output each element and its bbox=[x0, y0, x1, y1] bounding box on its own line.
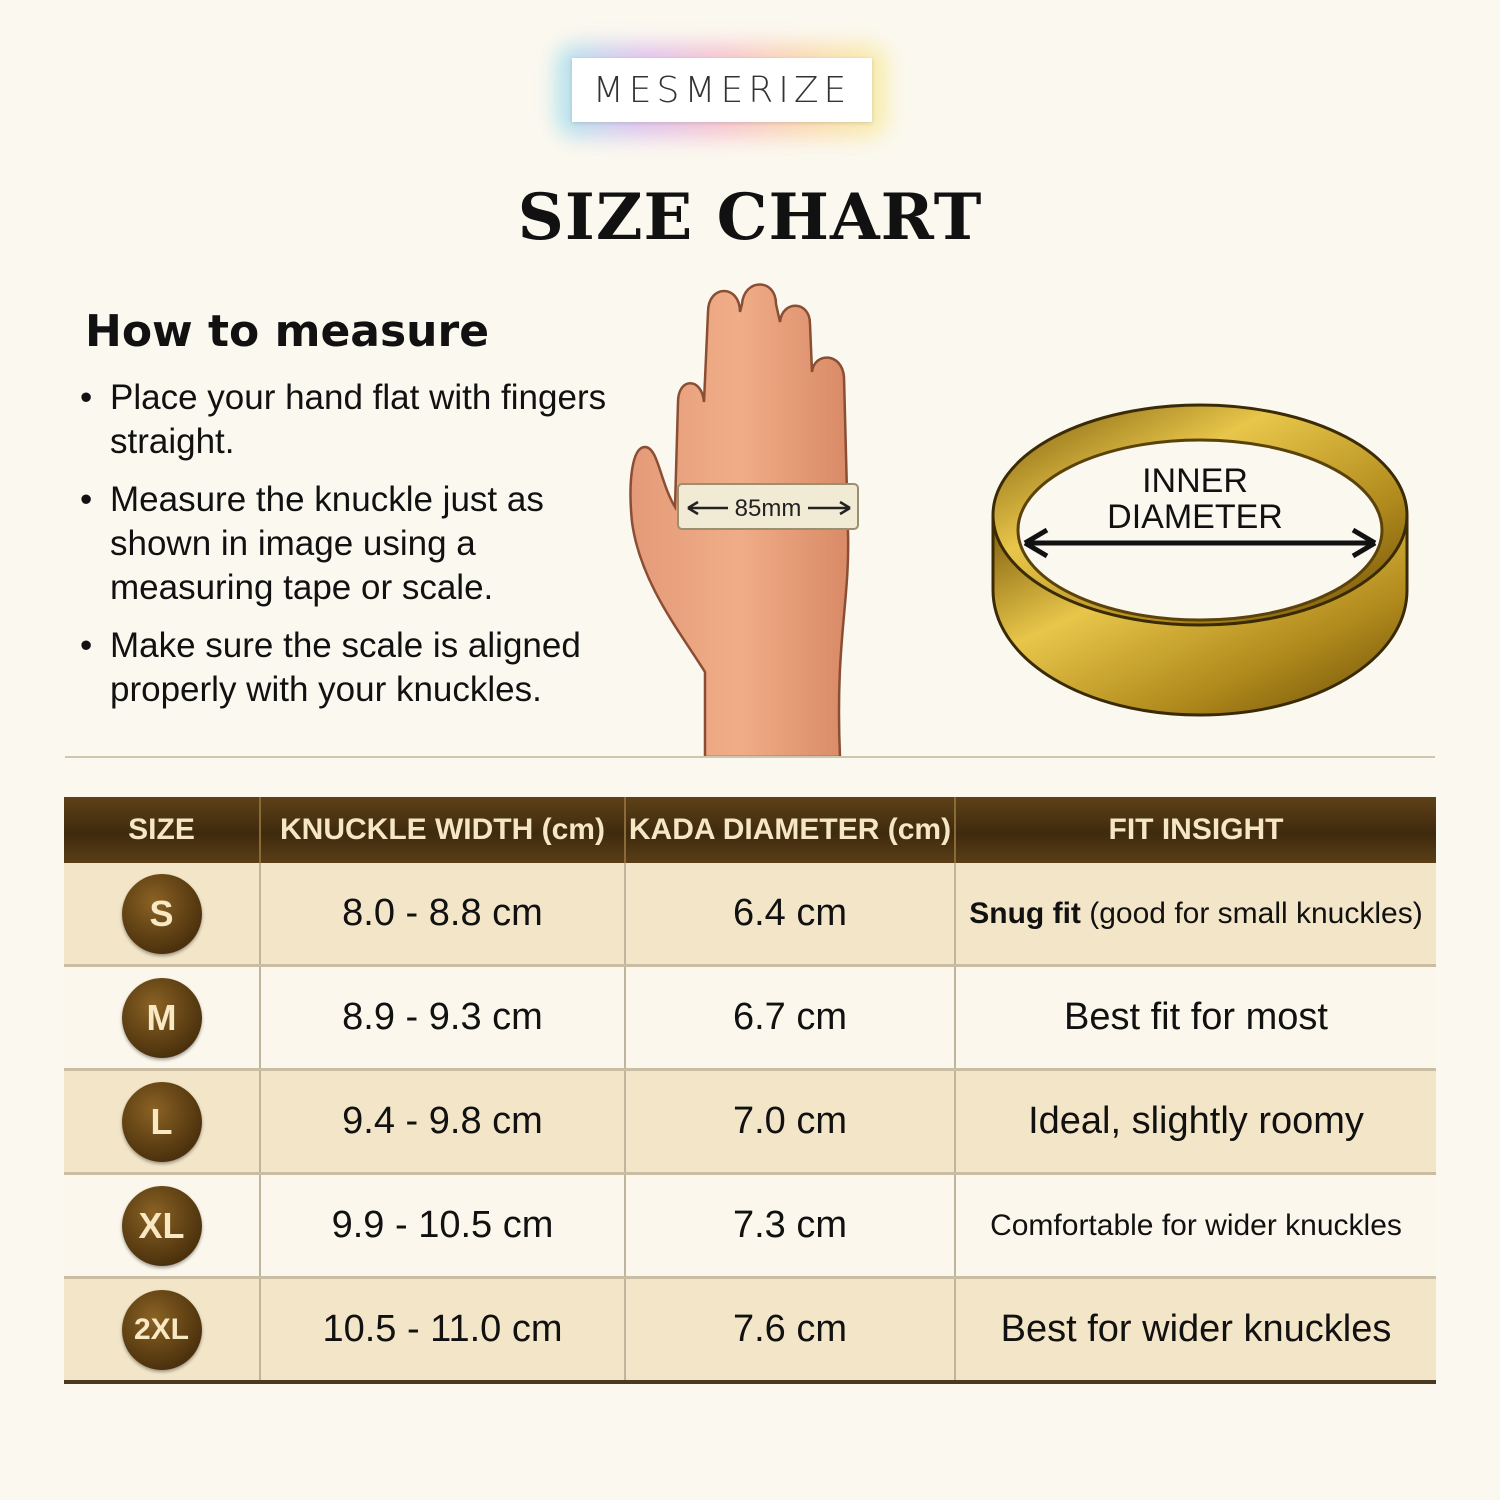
tape-label: 85mm bbox=[735, 495, 802, 522]
table-row: M 8.9 - 9.3 cm 6.7 cm Best fit for most bbox=[64, 965, 1436, 1071]
size-badge: XL bbox=[121, 1185, 202, 1266]
size-badge: L bbox=[121, 1081, 202, 1162]
size-badge: 2XL bbox=[121, 1289, 202, 1370]
size-badge: M bbox=[121, 977, 202, 1058]
fit-cell: Best for wider knuckles bbox=[955, 1277, 1436, 1384]
header-fit-insight: FIT INSIGHT bbox=[955, 797, 1436, 863]
measure-step: Measure the knuckle just as shown in ima… bbox=[80, 478, 620, 610]
knuckle-width-cell: 9.4 - 9.8 cm bbox=[260, 1069, 626, 1175]
diameter-cell: 6.7 cm bbox=[625, 965, 956, 1071]
diameter-cell: 7.0 cm bbox=[625, 1069, 956, 1175]
arrow-icon bbox=[687, 500, 851, 516]
header-size: SIZE bbox=[64, 797, 261, 863]
fit-cell: Ideal, slightly roomy bbox=[955, 1069, 1436, 1175]
fit-cell: Snug fit (good for small knuckles) bbox=[955, 863, 1436, 967]
table-row: 2XL 10.5 - 11.0 cm 7.6 cm Best for wider… bbox=[64, 1277, 1436, 1384]
header-knuckle-width: KNUCKLE WIDTH (cm) bbox=[260, 797, 626, 863]
knuckle-width-cell: 9.9 - 10.5 cm bbox=[260, 1173, 626, 1279]
ring-illustration: INNER DIAMETER bbox=[991, 403, 1409, 717]
header-kada-diameter: KADA DIAMETER (cm) bbox=[625, 797, 956, 863]
how-to-measure-heading: How to measure bbox=[85, 306, 490, 357]
size-table: SIZE KNUCKLE WIDTH (cm) KADA DIAMETER (c… bbox=[64, 797, 1436, 1384]
double-arrow-icon bbox=[1023, 527, 1377, 559]
table-row: L 9.4 - 9.8 cm 7.0 cm Ideal, slightly ro… bbox=[64, 1069, 1436, 1175]
measure-step: Place your hand flat with fingers straig… bbox=[80, 376, 620, 464]
page-title: SIZE CHART bbox=[517, 180, 983, 255]
diameter-cell: 7.6 cm bbox=[625, 1277, 956, 1384]
brand-logo: MESMERIZE bbox=[572, 58, 872, 122]
divider bbox=[65, 756, 1435, 758]
ring-label-inner: INNER bbox=[1142, 462, 1248, 500]
hand-illustration: 85mm bbox=[629, 283, 859, 757]
table-row: S 8.0 - 8.8 cm 6.4 cm Snug fit (good for… bbox=[64, 863, 1436, 967]
fit-cell: Best fit for most bbox=[955, 965, 1436, 1071]
knuckle-width-cell: 10.5 - 11.0 cm bbox=[260, 1277, 626, 1384]
table-row: XL 9.9 - 10.5 cm 7.3 cm Comfortable for … bbox=[64, 1173, 1436, 1279]
diameter-cell: 6.4 cm bbox=[625, 863, 956, 967]
knuckle-width-cell: 8.9 - 9.3 cm bbox=[260, 965, 626, 1071]
fit-cell: Comfortable for wider knuckles bbox=[955, 1173, 1436, 1279]
fit-bold: Snug fit bbox=[969, 896, 1081, 930]
measure-steps: Place your hand flat with fingers straig… bbox=[80, 376, 620, 726]
ring-label-diameter: DIAMETER bbox=[1107, 498, 1283, 536]
table-header: SIZE KNUCKLE WIDTH (cm) KADA DIAMETER (c… bbox=[64, 797, 1436, 863]
fit-text: (good for small knuckles) bbox=[1089, 896, 1423, 930]
size-badge: S bbox=[121, 873, 202, 954]
diameter-cell: 7.3 cm bbox=[625, 1173, 956, 1279]
knuckle-width-cell: 8.0 - 8.8 cm bbox=[260, 863, 626, 967]
measure-step: Make sure the scale is aligned properly … bbox=[80, 624, 620, 712]
